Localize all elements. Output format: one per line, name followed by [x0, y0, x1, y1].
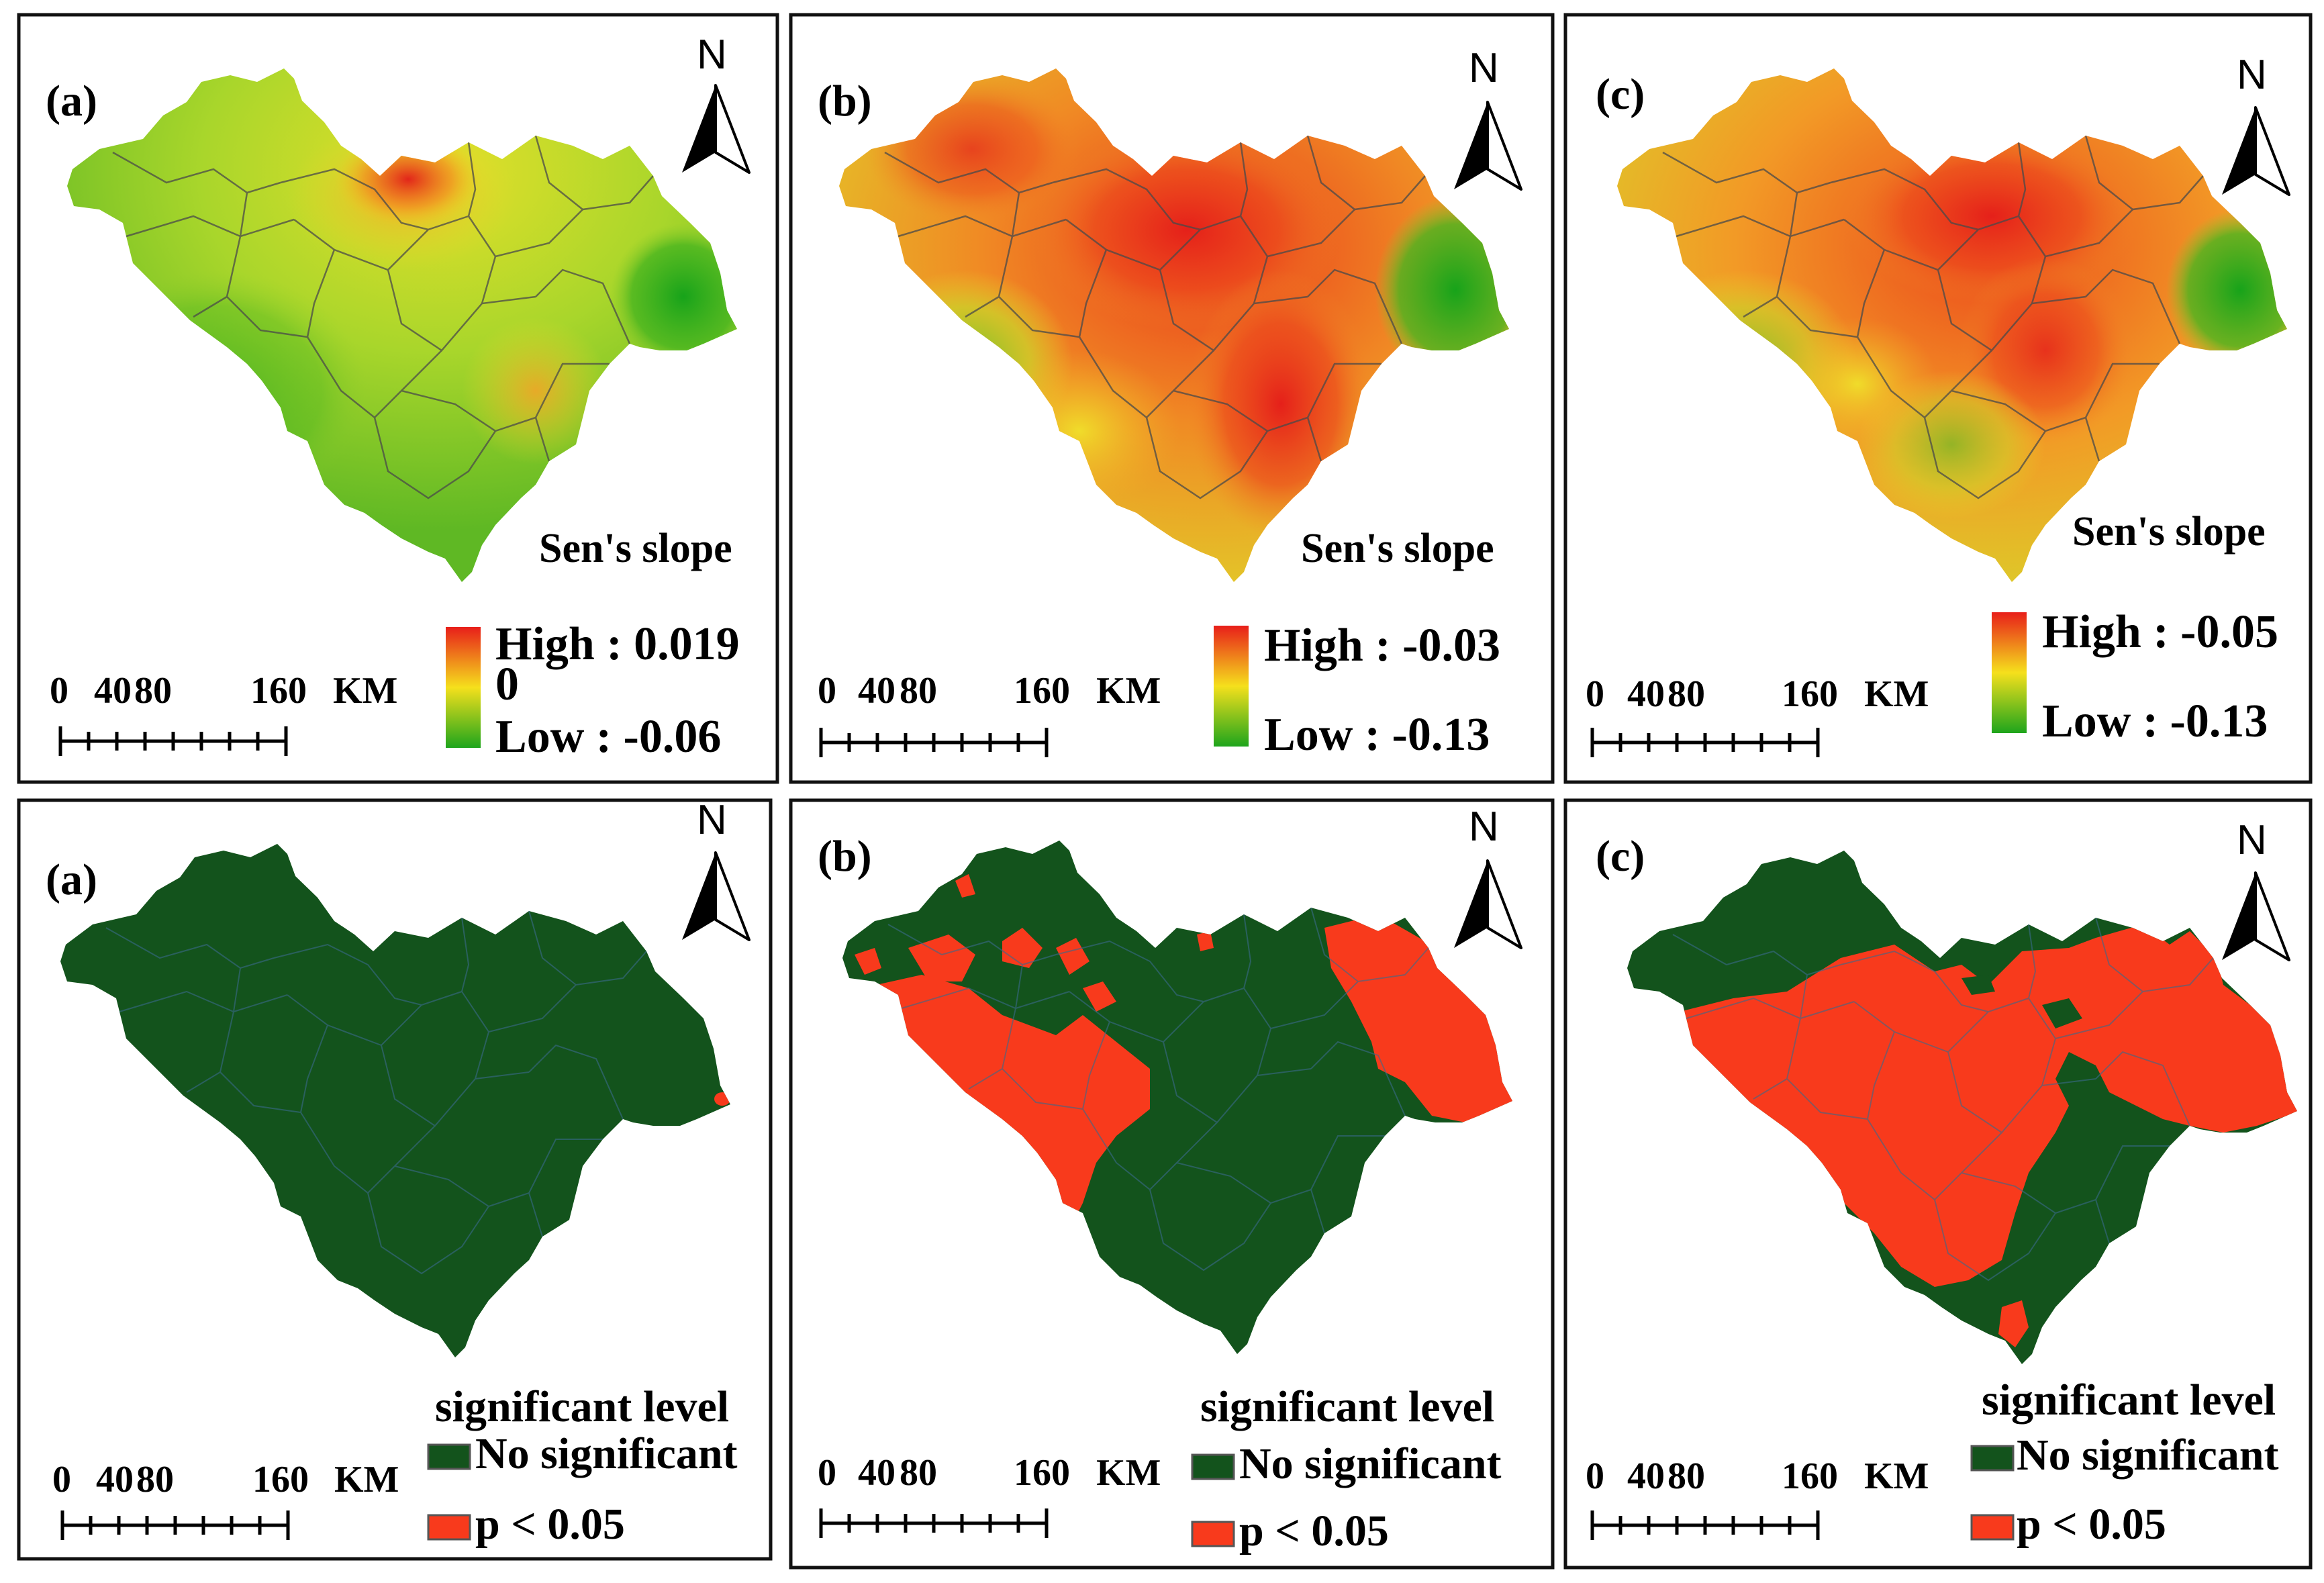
scale-label-40: 40: [858, 1452, 895, 1494]
scale-label-80: 80: [900, 1452, 937, 1494]
scale-label-0: 0: [818, 1452, 836, 1494]
legend-low: Low : -0.13: [1264, 709, 1490, 761]
scale-label-0: 0: [818, 670, 836, 712]
scale-label-160: 160: [252, 1459, 309, 1500]
legend-title: significant level: [1982, 1376, 2276, 1425]
legend-color-ramp: [446, 627, 481, 748]
north-label: N: [1469, 804, 1499, 850]
panel-label: (a): [46, 77, 97, 126]
legend-no-significant-swatch: [1970, 1445, 2015, 1472]
north-label: N: [697, 797, 727, 843]
scale-unit: KM: [334, 1459, 399, 1500]
scale-label-0: 0: [1586, 1455, 1604, 1497]
legend-low: Low : -0.13: [2042, 695, 2268, 747]
significance-panel-c: (c) N significant level No significant p…: [1563, 798, 2313, 1570]
significance-panel-a: (a) N significant level No significant p…: [17, 797, 773, 1561]
scale-label-80: 80: [900, 670, 937, 712]
legend-no-significant-swatch: [427, 1443, 471, 1470]
legend-high: High : -0.05: [2042, 606, 2278, 658]
scale-label-80: 80: [1667, 673, 1705, 715]
legend-color-ramp: [1992, 612, 2027, 733]
panel-label: (c): [1596, 70, 1645, 119]
scale-label-80: 80: [136, 1459, 174, 1500]
scale-unit: KM: [1096, 670, 1161, 712]
scale-label-160: 160: [1782, 673, 1838, 715]
north-label: N: [2237, 52, 2267, 98]
significance-map-b: [842, 841, 1512, 1354]
scale-label-160: 160: [1782, 1455, 1838, 1497]
legend-title: significant level: [435, 1382, 729, 1431]
scale-unit: KM: [1864, 1455, 1929, 1497]
north-label: N: [1469, 45, 1499, 91]
scale-label-40: 40: [1627, 673, 1665, 715]
legend-no-significant: No significant: [1239, 1439, 1502, 1488]
legend-mid: 0: [495, 659, 519, 710]
legend-high: High : 0.019: [495, 618, 740, 670]
trend-panel-b: (b) N Sen's slope High : -0.03 Low : -0.…: [789, 13, 1555, 784]
scale-label-40: 40: [94, 670, 132, 712]
scale-unit: KM: [333, 670, 397, 712]
trend-panel-a: (a) N Sen's slope High : 0.019 0 Low : -…: [17, 13, 779, 784]
scale-label-40: 40: [96, 1459, 134, 1500]
scale-label-0: 0: [52, 1459, 71, 1500]
legend-significant: p < 0.05: [475, 1500, 625, 1549]
legend-title: significant level: [1200, 1382, 1494, 1431]
legend-no-significant: No significant: [2017, 1431, 2279, 1480]
legend-color-ramp: [1214, 626, 1249, 747]
scale-label-0: 0: [50, 670, 68, 712]
legend-low: Low : -0.06: [495, 711, 721, 763]
panel-label: (c): [1596, 832, 1645, 881]
panel-label: (b): [818, 832, 872, 881]
scale-label-160: 160: [1014, 670, 1070, 712]
legend-title: Sen's slope: [2072, 509, 2266, 555]
scale-label-0: 0: [1586, 673, 1604, 715]
significance-panel-b: (b) N significant level No significant p…: [789, 798, 1555, 1570]
legend-title: Sen's slope: [539, 526, 732, 571]
scale-label-40: 40: [1627, 1455, 1665, 1497]
scale-unit: KM: [1096, 1452, 1161, 1494]
legend-no-significant: No significant: [475, 1429, 738, 1478]
scale-label-80: 80: [1667, 1455, 1705, 1497]
legend-high: High : -0.03: [1264, 620, 1500, 671]
legend-significant-swatch: [427, 1514, 471, 1541]
scale-label-40: 40: [858, 670, 895, 712]
legend-significant-swatch: [1970, 1514, 2015, 1541]
scale-unit: KM: [1864, 673, 1929, 715]
north-label: N: [697, 32, 727, 78]
legend-title: Sen's slope: [1301, 526, 1494, 571]
scale-label-160: 160: [250, 670, 307, 712]
legend-significant-swatch: [1191, 1521, 1235, 1547]
panel-label: (a): [46, 855, 97, 904]
trend-panel-c: (c) N Sen's slope High : -0.05 Low : -0.…: [1563, 13, 2313, 784]
north-label: N: [2237, 817, 2267, 863]
legend-significant: p < 0.05: [2017, 1500, 2166, 1549]
legend-significant: p < 0.05: [1239, 1506, 1389, 1555]
scale-label-80: 80: [134, 670, 172, 712]
scale-label-160: 160: [1014, 1452, 1070, 1494]
legend-no-significant-swatch: [1191, 1453, 1235, 1480]
panel-label: (b): [818, 77, 872, 126]
